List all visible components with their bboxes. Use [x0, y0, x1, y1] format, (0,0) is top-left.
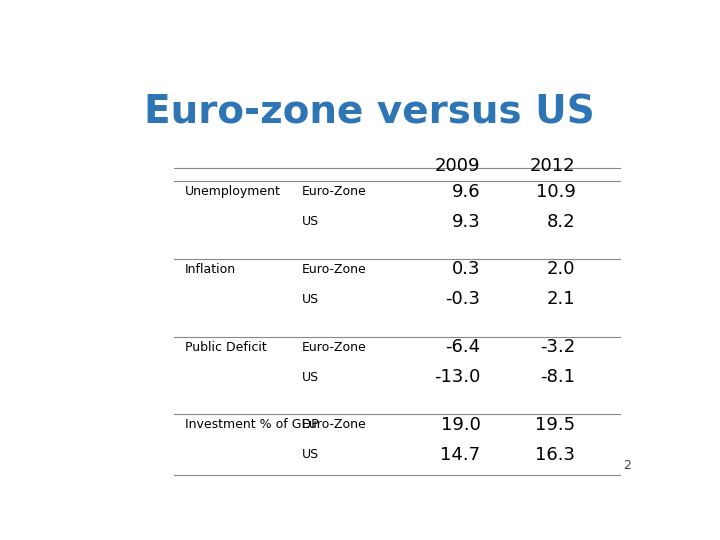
- Text: Euro-Zone: Euro-Zone: [302, 185, 366, 198]
- Text: Investment % of GDP: Investment % of GDP: [185, 418, 318, 431]
- Text: 2.1: 2.1: [546, 291, 575, 308]
- Text: -0.3: -0.3: [446, 291, 481, 308]
- Text: 2012: 2012: [530, 157, 575, 175]
- Text: 8.2: 8.2: [546, 213, 575, 231]
- Text: Euro-Zone: Euro-Zone: [302, 418, 366, 431]
- Text: US: US: [302, 370, 319, 383]
- Text: US: US: [302, 215, 319, 228]
- Text: 2: 2: [624, 460, 631, 472]
- Text: 2.0: 2.0: [547, 260, 575, 279]
- Text: 19.0: 19.0: [441, 416, 481, 434]
- Text: Euro-Zone: Euro-Zone: [302, 341, 366, 354]
- Text: 9.3: 9.3: [452, 213, 481, 231]
- Text: US: US: [302, 448, 319, 461]
- Text: US: US: [302, 293, 319, 306]
- Text: -13.0: -13.0: [434, 368, 481, 386]
- Text: Euro-zone versus US: Euro-zone versus US: [143, 94, 595, 132]
- Text: 0.3: 0.3: [452, 260, 481, 279]
- Text: Inflation: Inflation: [185, 263, 236, 276]
- Text: -3.2: -3.2: [540, 338, 575, 356]
- Text: 10.9: 10.9: [536, 183, 575, 201]
- Text: 19.5: 19.5: [536, 416, 575, 434]
- Text: 16.3: 16.3: [536, 446, 575, 464]
- Text: -6.4: -6.4: [446, 338, 481, 356]
- Text: Unemployment: Unemployment: [185, 185, 281, 198]
- Text: 9.6: 9.6: [452, 183, 481, 201]
- Text: 14.7: 14.7: [441, 446, 481, 464]
- Text: Public Deficit: Public Deficit: [185, 341, 266, 354]
- Text: -8.1: -8.1: [541, 368, 575, 386]
- Text: Euro-Zone: Euro-Zone: [302, 263, 366, 276]
- Text: 2009: 2009: [435, 157, 481, 175]
